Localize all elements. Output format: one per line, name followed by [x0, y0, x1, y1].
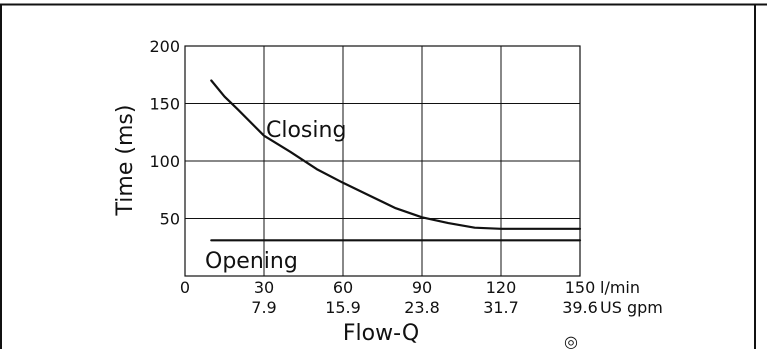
y-tick-label: 200 [149, 37, 180, 56]
y-axis-title: Time (ms) [113, 105, 138, 217]
y-tick-label: 100 [149, 152, 180, 171]
x-unit-primary: l/min [600, 278, 640, 297]
x-unit-secondary: US gpm [600, 298, 663, 317]
x-tick-label-secondary: 7.9 [251, 298, 276, 317]
x-tick-label-secondary: 23.8 [404, 298, 440, 317]
y-tick-label: 50 [160, 210, 180, 229]
target-symbol: ◎ [564, 332, 578, 349]
series-line-closing [210, 79, 582, 230]
x-tick-label: 30 [254, 278, 274, 297]
chart-series [210, 79, 582, 242]
series-label-opening: Opening [205, 249, 298, 274]
x-tick-label: 150 [565, 278, 596, 297]
chart-ticks: 0 30 60 90 120 150 7.9 15.9 23.8 31.7 39.6 50 100 150… [149, 37, 597, 317]
x-tick-label-secondary: 31.7 [483, 298, 519, 317]
x-tick-label: 0 [180, 278, 190, 297]
y-tick-label: 150 [149, 95, 180, 114]
x-tick-label-secondary: 39.6 [562, 298, 598, 317]
x-tick-label: 60 [333, 278, 353, 297]
series-label-closing: Closing [266, 118, 346, 143]
x-axis-title: Flow-Q [343, 321, 419, 346]
x-tick-label-secondary: 15.9 [325, 298, 361, 317]
chart-grid [184, 45, 581, 277]
x-tick-label: 90 [412, 278, 432, 297]
x-tick-label: 120 [486, 278, 517, 297]
